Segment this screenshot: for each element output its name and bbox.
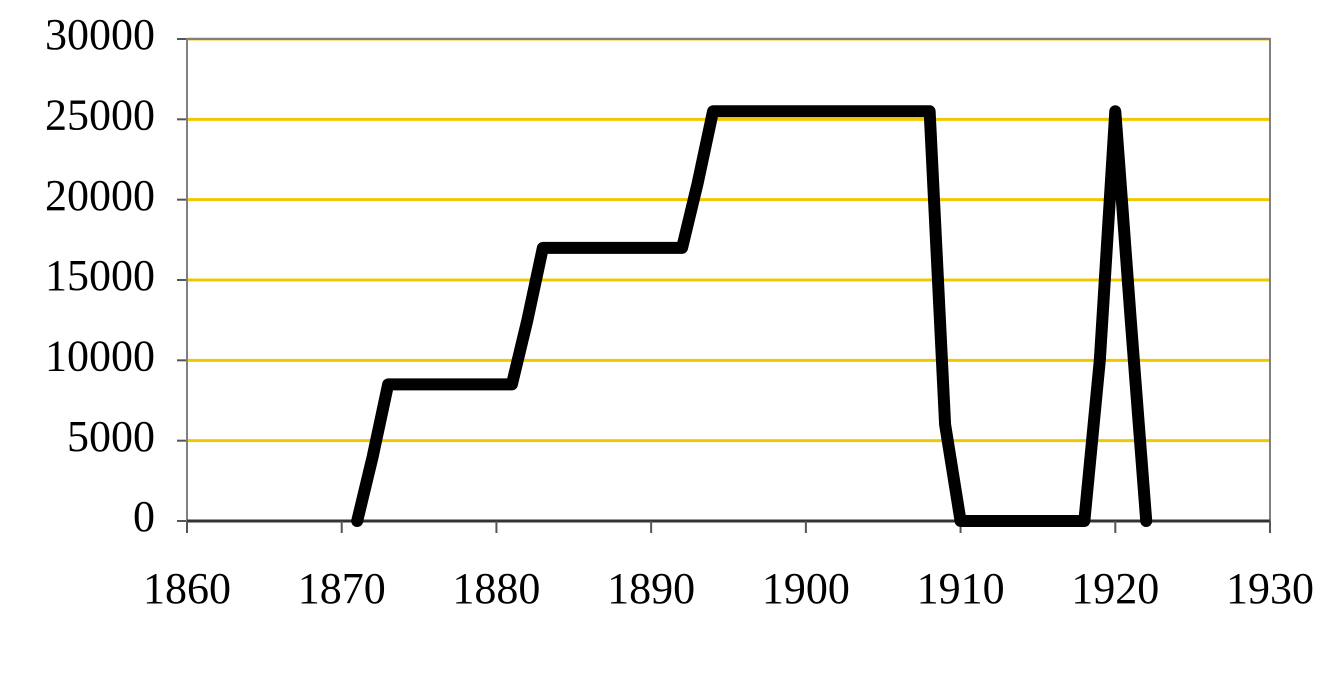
- x-tick-label: 1880: [452, 564, 540, 613]
- x-tick-label: 1930: [1226, 564, 1314, 613]
- y-tick-label: 20000: [45, 171, 155, 220]
- x-tick-label: 1920: [1071, 564, 1159, 613]
- y-tick-label: 25000: [45, 90, 155, 139]
- y-tick-label: 30000: [45, 10, 155, 59]
- y-tick-label: 0: [133, 492, 155, 541]
- x-tick-label: 1870: [298, 564, 386, 613]
- x-tick-label: 1910: [917, 564, 1005, 613]
- data-line: [351, 105, 1153, 527]
- x-tick-label: 1890: [607, 564, 695, 613]
- y-tick-label: 15000: [45, 251, 155, 300]
- x-tick-label: 1860: [143, 564, 231, 613]
- y-tick-label: 10000: [45, 331, 155, 380]
- x-tick-label: 1900: [762, 564, 850, 613]
- y-tick-label: 5000: [67, 412, 155, 461]
